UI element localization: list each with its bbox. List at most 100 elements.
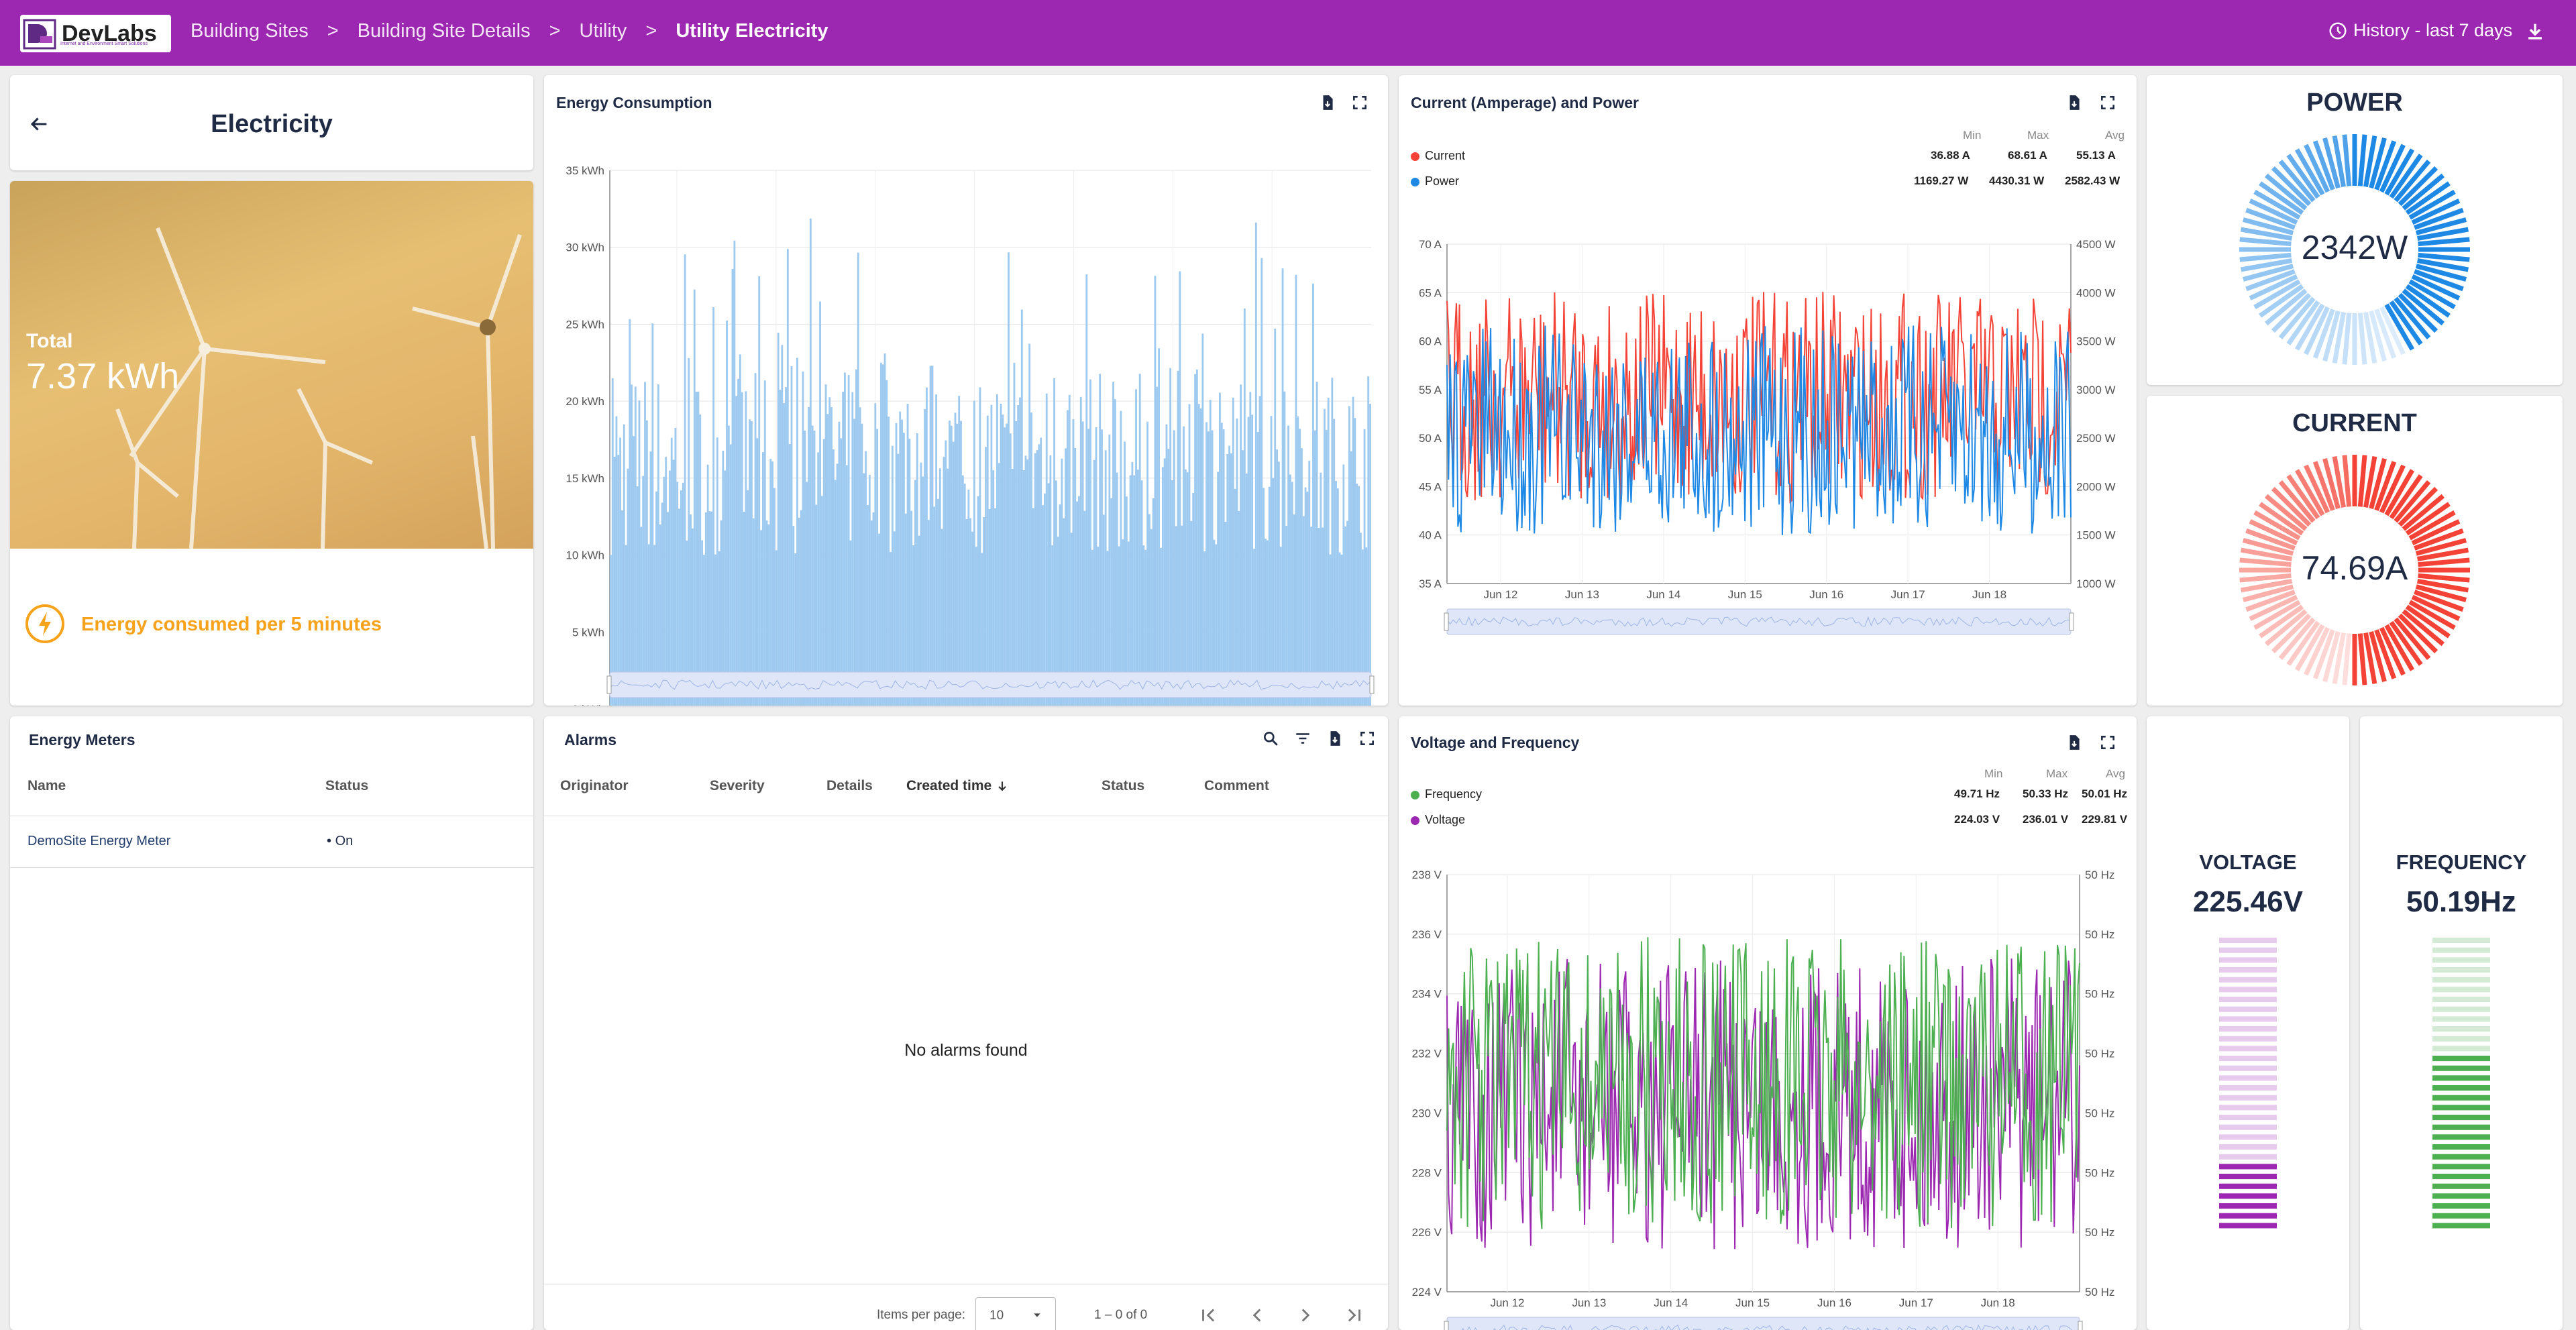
- level-segment: [2432, 938, 2490, 944]
- gauge-segment: [2271, 166, 2312, 207]
- legend-item-power[interactable]: Power 1169.27 W 4430.31 W 2582.43 W: [1411, 174, 2129, 200]
- frequency-title: FREQUENCY: [2396, 850, 2527, 874]
- legend-item-voltage[interactable]: Voltage 224.03 V 236.01 V 229.81 V: [1411, 813, 2129, 838]
- alarms-header-originator[interactable]: Originator: [560, 778, 629, 793]
- level-segment: [2432, 997, 2490, 1003]
- alarms-header-severity[interactable]: Severity: [710, 778, 765, 793]
- energy-bar: [1120, 410, 1122, 706]
- level-segment: [2432, 1085, 2490, 1091]
- energy-bar: [910, 510, 913, 706]
- y2-tick-label: 3500 W: [2076, 335, 2116, 348]
- crumb-building-sites[interactable]: Building Sites: [191, 20, 309, 42]
- gauge-segment: [2240, 227, 2293, 241]
- energy-bar: [676, 482, 679, 706]
- alarms-header-status[interactable]: Status: [1102, 778, 1145, 793]
- devlabs-logo[interactable]: DevLabs Internet and Environment Smart S…: [20, 15, 171, 52]
- energy-bar: [902, 433, 905, 706]
- energy-bar: [876, 429, 879, 706]
- crumb-utility[interactable]: Utility: [579, 20, 627, 42]
- next-page-icon[interactable]: [1294, 1304, 1317, 1327]
- energy-bar: [1017, 405, 1020, 706]
- energy-bar: [899, 411, 902, 706]
- energy-bar: [1197, 404, 1200, 706]
- energy-bar: [984, 447, 987, 706]
- y2-tick-label: 50 Hz: [2085, 1166, 2114, 1179]
- table-row[interactable]: DemoSite Energy Meter • On: [10, 816, 533, 867]
- x-tick-label: Jun 16: [1809, 588, 1843, 601]
- crumb-building-site-details[interactable]: Building Site Details: [357, 20, 531, 42]
- filter-icon[interactable]: [1294, 730, 1311, 747]
- legend-item-frequency[interactable]: Frequency 49.71 Hz 50.33 Hz 50.01 Hz: [1411, 787, 2129, 813]
- energy-bar: [1194, 374, 1196, 706]
- history-button[interactable]: History - last 7 days: [2328, 20, 2512, 41]
- gauge-segment: [2245, 207, 2296, 230]
- energy-bar: [1306, 492, 1309, 706]
- fullscreen-icon[interactable]: [1358, 730, 1376, 747]
- frequency-value: 50.19Hz: [2406, 885, 2516, 918]
- gauge-segment: [2394, 296, 2431, 340]
- gauge-segment: [2411, 519, 2461, 546]
- export-icon[interactable]: [1326, 730, 1344, 747]
- export-icon[interactable]: [1319, 94, 1336, 111]
- current-chart-title: Current (Amperage) and Power: [1411, 94, 1639, 111]
- energy-bar: [1297, 417, 1299, 706]
- y-tick-label: 238 V: [1412, 869, 1442, 881]
- items-per-page-select[interactable]: 10: [975, 1297, 1056, 1330]
- first-page-icon[interactable]: [1197, 1304, 1220, 1327]
- meter-name[interactable]: DemoSite Energy Meter: [28, 834, 171, 848]
- gauge-segment: [2389, 154, 2423, 199]
- gauge-segment: [2379, 306, 2406, 355]
- energy-bar: [802, 371, 804, 706]
- gauge-segment: [2416, 579, 2469, 593]
- energy-bar: [836, 463, 839, 706]
- download-icon[interactable]: [2524, 20, 2546, 43]
- level-segment: [2219, 1016, 2277, 1022]
- energy-bar: [1226, 454, 1229, 706]
- back-arrow-icon[interactable]: [28, 113, 50, 135]
- fullscreen-icon[interactable]: [2099, 734, 2116, 751]
- meters-header-status[interactable]: Status: [325, 778, 369, 793]
- energy-bar: [788, 444, 791, 706]
- legend-min: 1169.27 W: [1914, 174, 1969, 187]
- alarms-header-created-time[interactable]: Created time: [906, 778, 1009, 794]
- level-segment: [2432, 1056, 2490, 1062]
- energy-bar: [758, 276, 761, 706]
- energy-bar: [1336, 488, 1339, 706]
- current-gauge-title: CURRENT: [2292, 409, 2417, 437]
- y-tick-label: 234 V: [1412, 988, 1442, 1001]
- energy-bar: [749, 419, 751, 706]
- energy-bar: [1354, 418, 1356, 706]
- level-segment: [2219, 1056, 2277, 1062]
- meters-header-name[interactable]: Name: [28, 778, 66, 793]
- gauge-segment: [2239, 557, 2292, 567]
- energy-bar: [706, 464, 709, 706]
- energy-bar: [684, 254, 686, 706]
- energy-bar: [659, 524, 661, 706]
- fullscreen-icon[interactable]: [1351, 94, 1368, 111]
- energy-bar: [1291, 482, 1293, 706]
- energy-bar: [790, 366, 793, 706]
- last-page-icon[interactable]: [1342, 1304, 1365, 1327]
- export-icon[interactable]: [2065, 734, 2083, 751]
- previous-page-icon[interactable]: [1246, 1304, 1269, 1327]
- energy-bar: [1195, 370, 1198, 706]
- gauge-segment: [2294, 624, 2325, 671]
- level-segment: [2219, 1006, 2277, 1012]
- status-badge: • On: [327, 834, 354, 848]
- energy-bar: [1277, 461, 1280, 706]
- export-icon[interactable]: [2065, 94, 2083, 111]
- energy-bar: [642, 476, 645, 706]
- gauge-segment: [2418, 557, 2470, 567]
- energy-bar: [1190, 520, 1193, 706]
- energy-bar: [627, 468, 629, 706]
- gauge-segment: [2414, 207, 2464, 230]
- history-label: History - last 7 days: [2353, 20, 2513, 40]
- fullscreen-icon[interactable]: [2099, 94, 2116, 111]
- energy-bar: [712, 307, 715, 706]
- voltage-legend: Min Max Avg Frequency 49.71 Hz 50.33 Hz …: [1411, 767, 2129, 838]
- legend-item-current[interactable]: Current 36.88 A 68.61 A 55.13 A: [1411, 149, 2129, 174]
- energy-bar: [692, 528, 694, 706]
- energy-bar: [686, 541, 688, 706]
- y-tick-label: 0 kWh: [572, 703, 604, 706]
- search-icon[interactable]: [1262, 730, 1279, 747]
